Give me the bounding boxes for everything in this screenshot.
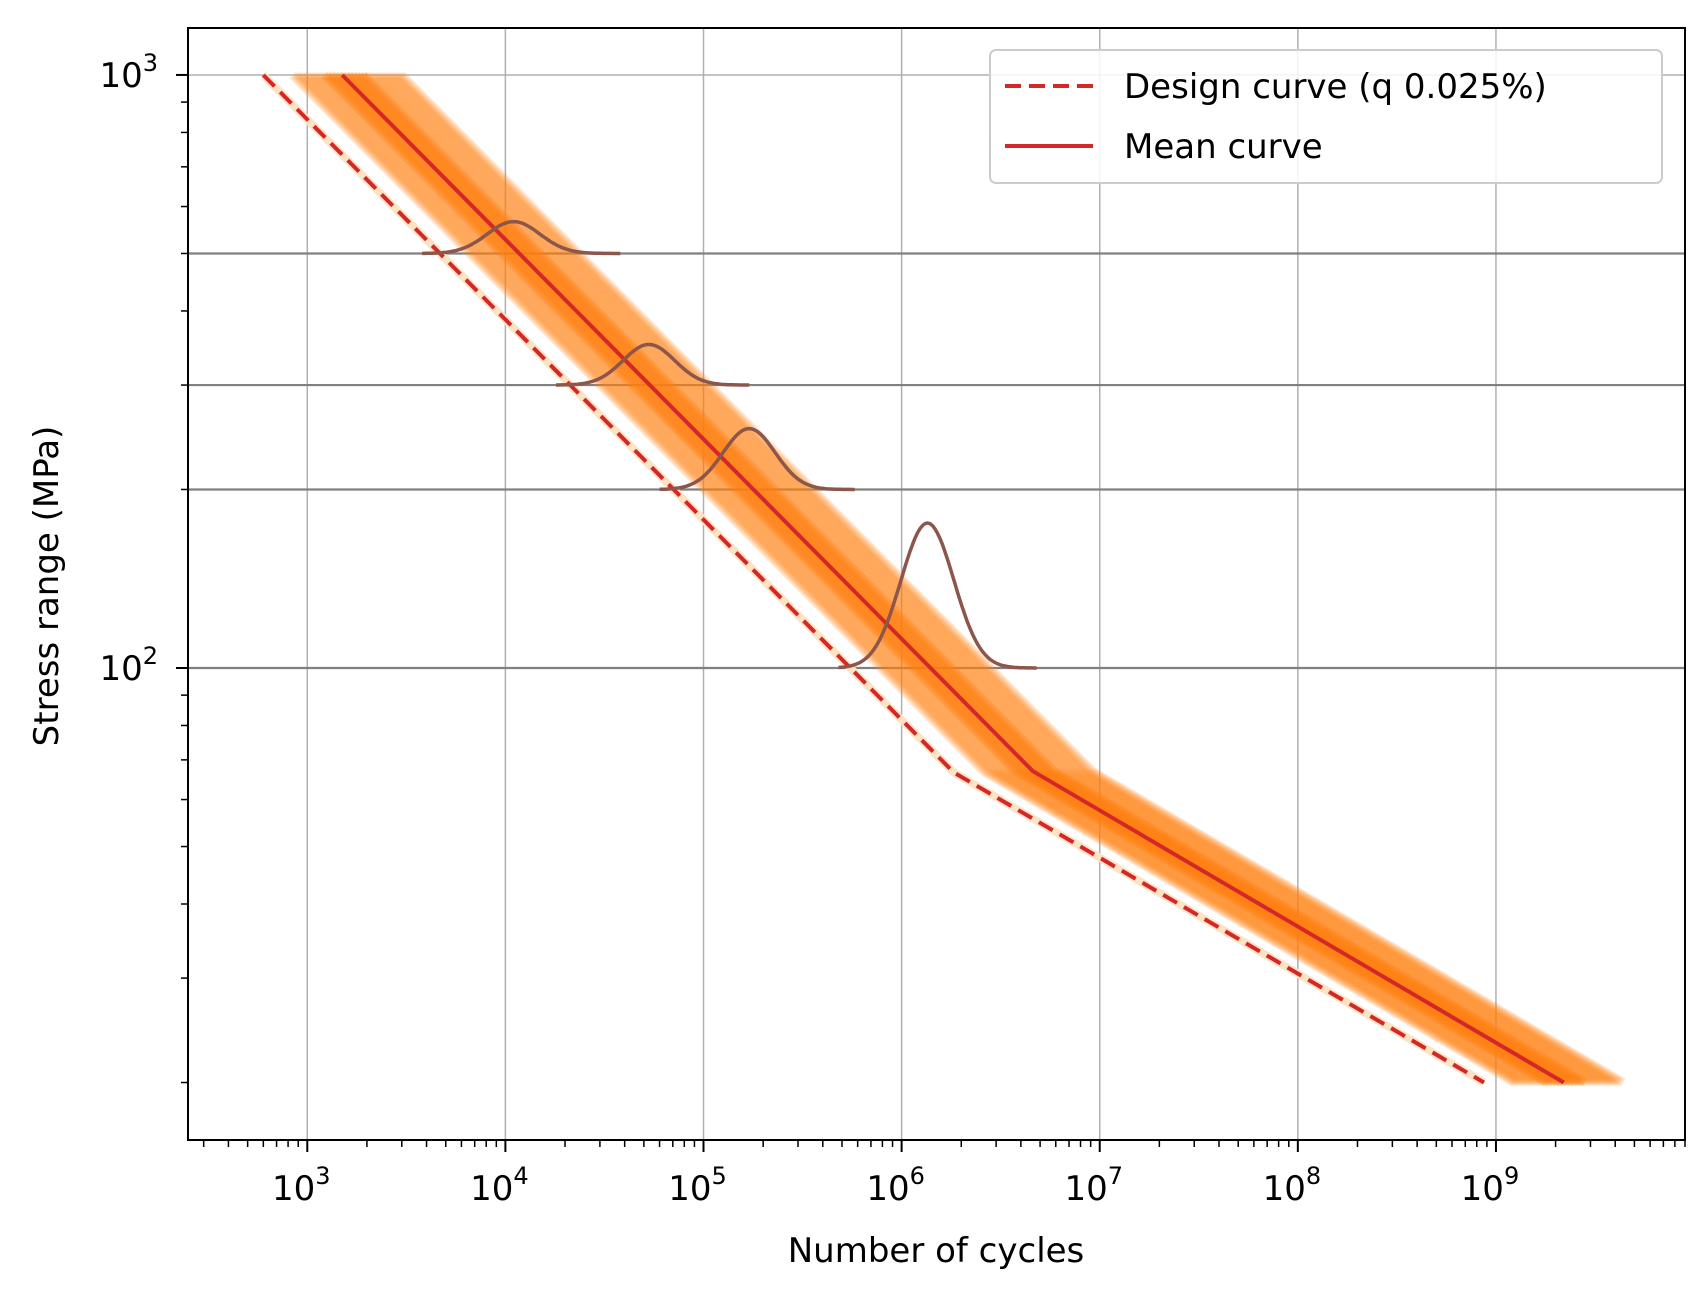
sample-curve [398,71,1626,1087]
sample-curve [292,71,1520,1087]
sample-curve [331,71,1559,1087]
sample-curve [314,71,1542,1087]
x-tick-label: 106 [866,1162,925,1209]
sample-curve [353,72,1581,1086]
sample-curve [350,71,1578,1087]
sample-curve [320,71,1548,1087]
y-axis-label: Stress range (MPa) [27,426,67,747]
sample-curve [360,72,1588,1086]
sample-curve [362,71,1590,1087]
sample-curve [334,71,1562,1087]
sample-curve [346,72,1573,1086]
sample-curve [323,71,1551,1087]
sample-curve [289,71,1517,1087]
distribution-curve [422,219,621,256]
sample-curve [325,72,1552,1086]
y-tick-label: 103 [99,49,158,96]
sample-curve [328,72,1556,1086]
sample-curve [297,71,1525,1087]
x-tick-label: 104 [470,1162,529,1209]
sample-curve [395,71,1623,1087]
x-tick-label: 103 [272,1162,331,1209]
sample-curve [364,71,1592,1087]
sample-curve [373,71,1601,1087]
plot-frame [187,27,1686,1141]
legend-design-label: Design curve (q 0.025%) [1124,67,1547,107]
sample-curve [300,71,1528,1087]
sample-curve [381,71,1609,1087]
y-axis: 102 103 [99,49,188,1084]
sample-curve [384,71,1612,1087]
stress-level-lines [188,252,1685,670]
distribution-curve [659,426,855,492]
sample-curve [390,71,1618,1087]
legend-box [989,49,1663,184]
distribution-curves [422,219,1037,670]
sample-curve [303,71,1531,1087]
sample-curve [359,71,1587,1087]
sample-curve [311,71,1539,1087]
plot-background [188,28,1685,1140]
sample-curve [332,72,1559,1086]
distribution-curve [556,342,750,387]
sample-curve [356,71,1584,1087]
design-curve [261,73,1486,1085]
sample-curve [357,72,1584,1086]
x-tick-label: 107 [1064,1162,1123,1209]
series-lines [260,72,1565,1086]
sample-curve [295,71,1523,1087]
sample-curve [387,71,1615,1087]
sample-curve [321,72,1549,1086]
sample-curve [392,71,1620,1087]
x-tick-label: 109 [1461,1162,1520,1209]
x-axis: 103 104 105 106 107 108 109 [202,1140,1686,1209]
sample-curve [367,71,1595,1087]
sample-curve [317,71,1545,1087]
legend: Design curve (q 0.025%) Mean curve [989,49,1663,184]
sample-curve [370,71,1598,1087]
x-tick-label: 108 [1263,1162,1322,1209]
distribution-curve [838,521,1037,670]
x-axis-label: Number of cycles [788,1231,1085,1271]
sample-curve [348,71,1576,1087]
sample-curve [378,71,1606,1087]
sample-curve [328,71,1556,1087]
x-tick-label: 105 [668,1162,727,1209]
sample-curve [376,71,1604,1087]
sample-curve [325,71,1553,1087]
sample-curve [353,71,1581,1087]
sample-curve [345,71,1573,1087]
y-tick-label: 102 [99,642,158,689]
sample-curve [350,72,1577,1086]
sample-curve [306,71,1534,1087]
sample-curve [309,71,1537,1087]
mean-curve [340,73,1565,1085]
legend-mean-label: Mean curve [1124,127,1323,167]
